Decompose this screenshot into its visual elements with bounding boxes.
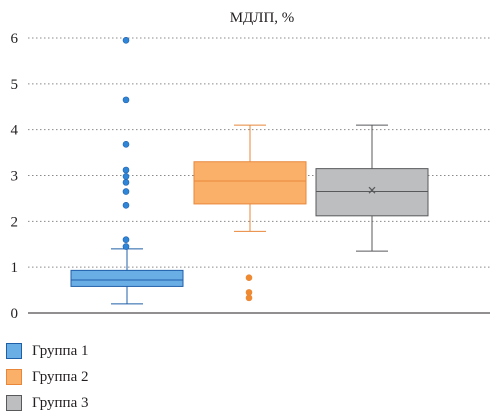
legend-label: Группа 3	[32, 394, 89, 411]
box-iqr	[193, 161, 307, 205]
outlier-point	[245, 289, 253, 296]
y-tick-label: 6	[11, 31, 19, 47]
outlier-point	[122, 236, 130, 243]
outlier-point	[122, 36, 130, 44]
y-tick-label: 4	[11, 123, 19, 139]
legend-item-1: Группа 1	[6, 338, 89, 364]
outlier-point	[245, 274, 253, 282]
outlier-point	[122, 141, 130, 148]
box-group-2	[193, 124, 307, 302]
outlier-point	[122, 243, 130, 250]
y-tick-label: 3	[11, 169, 19, 185]
outlier-point	[245, 294, 253, 302]
boxes	[70, 36, 429, 305]
y-axis-ticks: 0 1 2 3 4 5 6	[11, 31, 19, 322]
legend-swatch	[6, 395, 22, 411]
legend-item-2: Группа 2	[6, 364, 89, 390]
outlier-point	[122, 188, 130, 195]
legend-item-3: Группа 3	[6, 390, 89, 416]
legend-swatch	[6, 369, 22, 385]
outlier-point	[122, 201, 130, 209]
box-group-1	[70, 36, 184, 305]
grid-lines	[28, 37, 490, 314]
legend-label: Группа 2	[32, 368, 89, 385]
outlier-point	[122, 96, 130, 104]
y-tick-label: 2	[11, 214, 19, 230]
box-iqr	[315, 168, 429, 217]
boxplot-chart: МДЛП, % 0 1 2 3 4 5 6	[11, 10, 490, 322]
outlier-point	[122, 166, 130, 174]
y-tick-label: 0	[11, 306, 19, 322]
legend-swatch	[6, 343, 22, 359]
box-group-3	[315, 124, 429, 252]
y-tick-label: 5	[11, 77, 19, 93]
legend-label: Группа 1	[32, 342, 89, 359]
mean-marker	[368, 186, 376, 194]
y-tick-label: 1	[11, 260, 19, 276]
box-iqr	[70, 269, 184, 287]
outlier-point	[122, 179, 130, 186]
outlier-point	[122, 173, 130, 180]
chart-title: МДЛП, %	[230, 10, 295, 26]
legend: Группа 1 Группа 2 Группа 3	[6, 338, 89, 416]
